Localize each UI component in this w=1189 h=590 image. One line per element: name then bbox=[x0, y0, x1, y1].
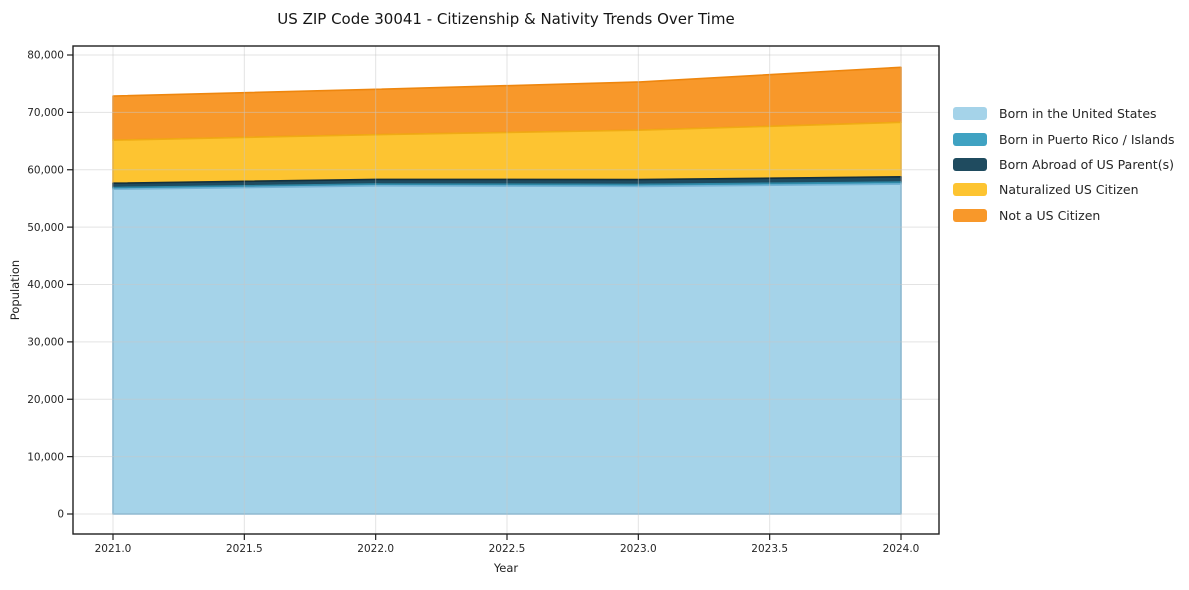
x-tick-label: 2022.5 bbox=[489, 543, 526, 555]
x-tick-label: 2021.5 bbox=[226, 543, 263, 555]
y-tick-label: 80,000 bbox=[27, 50, 64, 62]
legend-item-not-a-us-citizen: Not a US Citizen bbox=[953, 203, 1175, 228]
y-tick-label: 70,000 bbox=[27, 107, 64, 119]
legend-label: Naturalized US Citizen bbox=[999, 182, 1139, 198]
legend-label: Born in Puerto Rico / Islands bbox=[999, 131, 1175, 147]
x-tick-label: 2023.5 bbox=[751, 543, 788, 555]
legend-swatch-icon bbox=[953, 208, 987, 222]
legend-item-born-abroad-of-us-parent-s: Born Abroad of US Parent(s) bbox=[953, 152, 1175, 177]
x-tick-label: 2024.0 bbox=[883, 543, 920, 555]
y-tick-label: 0 bbox=[57, 509, 64, 521]
x-axis-title: Year bbox=[493, 561, 519, 575]
legend-item-naturalized-us-citizen: Naturalized US Citizen bbox=[953, 177, 1175, 202]
y-tick-label: 30,000 bbox=[27, 337, 64, 349]
chart-title: US ZIP Code 30041 - Citizenship & Nativi… bbox=[277, 10, 735, 28]
y-tick-label: 50,000 bbox=[27, 222, 64, 234]
legend-swatch-icon bbox=[953, 132, 987, 146]
y-tick-label: 60,000 bbox=[27, 164, 64, 176]
legend-label: Born Abroad of US Parent(s) bbox=[999, 156, 1174, 172]
x-tick-label: 2023.0 bbox=[620, 543, 657, 555]
legend-swatch-icon bbox=[953, 107, 987, 121]
legend: Born in the United States Born in Puerto … bbox=[953, 101, 1175, 228]
y-axis-title: Population bbox=[8, 259, 22, 321]
y-tick-label: 40,000 bbox=[27, 279, 64, 291]
y-tick-label: 20,000 bbox=[27, 394, 64, 406]
x-tick-label: 2021.0 bbox=[95, 543, 132, 555]
legend-item-born-in-puerto-rico-islands: Born in Puerto Rico / Islands bbox=[953, 126, 1175, 151]
legend-label: Born in the United States bbox=[999, 106, 1157, 122]
legend-label: Not a US Citizen bbox=[999, 207, 1101, 223]
legend-swatch-icon bbox=[953, 157, 987, 171]
y-tick-label: 10,000 bbox=[27, 451, 64, 463]
x-tick-label: 2022.0 bbox=[357, 543, 394, 555]
plot-border bbox=[72, 45, 940, 535]
legend-swatch-icon bbox=[953, 183, 987, 197]
legend-item-born-in-the-united-states: Born in the United States bbox=[953, 101, 1175, 126]
